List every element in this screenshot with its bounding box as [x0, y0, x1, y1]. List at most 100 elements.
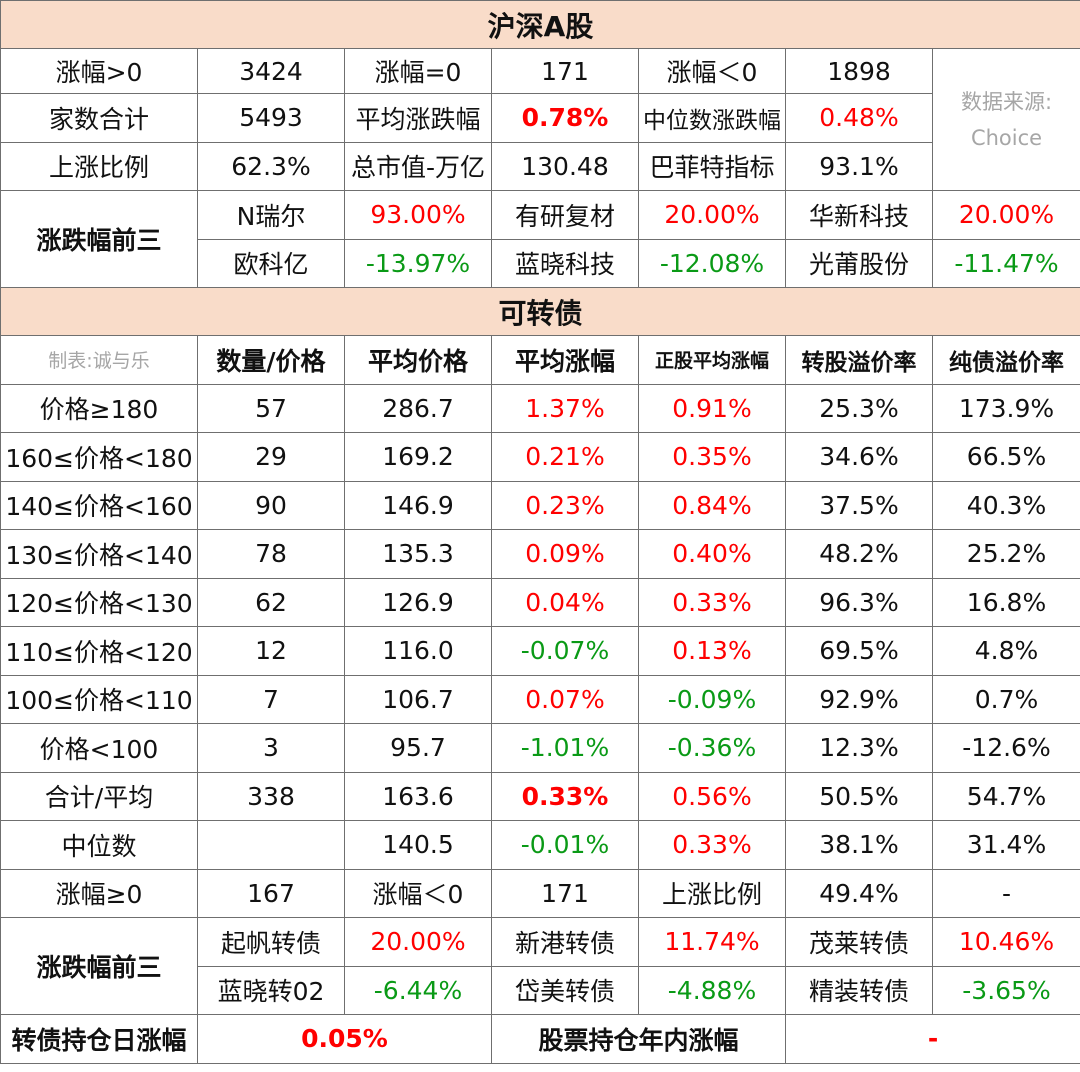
cb-up-ratio-label: 上涨比例: [638, 868, 786, 918]
stock-avg-change: 0.33%: [638, 820, 786, 870]
gainer-change: 20.00%: [638, 190, 786, 240]
cb-top-gainers-row: 涨跌幅前三 起帆转债 20.00% 新港转债 11.74% 茂莱转债 10.46…: [0, 917, 1080, 1015]
cb-gainer-change: 20.00%: [344, 917, 492, 967]
cb-bucket-row: 价格≥180 57 286.7 1.37% 0.91% 25.3% 173.9%: [0, 383, 1080, 433]
loser-name: 欧科亿: [197, 238, 345, 288]
column-header: 正股平均涨幅: [638, 335, 786, 385]
gainer-change: 20.00%: [931, 190, 1080, 240]
bond-premium: 4.8%: [931, 626, 1080, 676]
avg-change: -1.01%: [491, 723, 639, 773]
avg-change: 1.37%: [491, 383, 639, 433]
avg-change-label: 平均涨跌幅: [344, 93, 492, 143]
cb-up-ratio-value: 49.4%: [785, 868, 933, 918]
column-header: 数量/价格: [197, 335, 345, 385]
cb-loser-change: -4.88%: [638, 965, 786, 1015]
cb-breadth-row: 涨幅≥0 167 涨幅＜0 171 上涨比例 49.4% -: [0, 868, 1080, 918]
avg-price: 140.5: [344, 820, 492, 870]
cb-down-value: 171: [491, 868, 639, 918]
cb-bucket-row: 中位数 140.5 -0.01% 0.33% 38.1% 31.4%: [0, 820, 1080, 870]
price-bucket-label: 110≤价格<120: [0, 626, 198, 676]
buffett-indicator-label: 巴菲特指标: [638, 141, 786, 191]
conversion-premium: 38.1%: [785, 820, 933, 870]
price-bucket-label: 100≤价格<110: [0, 674, 198, 724]
cb-bucket-row: 130≤价格<140 78 135.3 0.09% 0.40% 48.2% 25.2%: [0, 529, 1080, 579]
cb-gainer-name: 新港转债: [491, 917, 639, 967]
avg-price: 116.0: [344, 626, 492, 676]
data-source-label: 数据来源:: [960, 89, 1053, 114]
down-count-label: 涨幅＜0: [638, 48, 786, 94]
median-change-value: 0.48%: [785, 93, 933, 143]
cb-gainer-name: 茂莱转债: [785, 917, 933, 967]
price-bucket-label: 130≤价格<140: [0, 529, 198, 579]
avg-change: -0.01%: [491, 820, 639, 870]
stock-avg-change: -0.09%: [638, 674, 786, 724]
stock-avg-change: 0.40%: [638, 529, 786, 579]
cb-gainer-change: 11.74%: [638, 917, 786, 967]
cb-up-value: 167: [197, 868, 345, 918]
bond-count: 29: [197, 432, 345, 482]
price-bucket-label: 价格≥180: [0, 383, 198, 433]
down-count-value: 1898: [785, 48, 933, 94]
flat-count-value: 171: [491, 48, 639, 94]
price-bucket-label: 价格<100: [0, 723, 198, 773]
conversion-premium: 34.6%: [785, 432, 933, 482]
up-ratio-value: 62.3%: [197, 141, 345, 191]
conversion-premium: 50.5%: [785, 771, 933, 821]
bond-premium: 0.7%: [931, 674, 1080, 724]
price-bucket-label: 120≤价格<130: [0, 577, 198, 627]
avg-change-value: 0.78%: [491, 93, 639, 143]
avg-price: 106.7: [344, 674, 492, 724]
cb-gainer-name: 起帆转债: [197, 917, 345, 967]
up-count-value: 3424: [197, 48, 345, 94]
bond-count: 90: [197, 480, 345, 530]
avg-change: -0.07%: [491, 626, 639, 676]
cb-holding-label: 转债持仓日涨幅: [0, 1014, 198, 1064]
price-bucket-label: 中位数: [0, 820, 198, 870]
cb-loser-change: -3.65%: [931, 965, 1080, 1015]
cb-holding-value: 0.05%: [197, 1014, 492, 1064]
stock-holding-label: 股票持仓年内涨幅: [491, 1014, 786, 1064]
a-share-title: 沪深A股: [0, 0, 1080, 49]
cb-bucket-row: 120≤价格<130 62 126.9 0.04% 0.33% 96.3% 16.8%: [0, 577, 1080, 627]
gainer-name: 有研复材: [491, 190, 639, 240]
bond-count: 78: [197, 529, 345, 579]
bond-premium: 173.9%: [931, 383, 1080, 433]
avg-change: 0.21%: [491, 432, 639, 482]
price-bucket-label: 140≤价格<160: [0, 480, 198, 530]
cb-loser-name: 蓝晓转02: [197, 965, 345, 1015]
holding-summary-row: 转债持仓日涨幅 0.05% 股票持仓年内涨幅 -: [0, 1014, 1080, 1064]
stock-avg-change: -0.36%: [638, 723, 786, 773]
cb-loser-name: 精装转债: [785, 965, 933, 1015]
bond-premium: 25.2%: [931, 529, 1080, 579]
cb-breadth-empty: -: [931, 868, 1080, 918]
column-header: 纯债溢价率: [931, 335, 1080, 385]
avg-change: 0.23%: [491, 480, 639, 530]
data-source-note: 数据来源: Choice: [931, 48, 1080, 191]
conversion-premium: 48.2%: [785, 529, 933, 579]
loser-change: -11.47%: [931, 238, 1080, 288]
avg-change: 0.07%: [491, 674, 639, 724]
conversion-premium: 25.3%: [785, 383, 933, 433]
price-bucket-label: 合计/平均: [0, 771, 198, 821]
avg-price: 95.7: [344, 723, 492, 773]
conversion-premium: 37.5%: [785, 480, 933, 530]
up-ratio-label: 上涨比例: [0, 141, 198, 191]
up-count-label: 涨幅>0: [0, 48, 198, 94]
column-header: 平均价格: [344, 335, 492, 385]
gainer-name: 华新科技: [785, 190, 933, 240]
stock-avg-change: 0.13%: [638, 626, 786, 676]
market-cap-label: 总市值-万亿: [344, 141, 492, 191]
cb-bucket-row: 140≤价格<160 90 146.9 0.23% 0.84% 37.5% 40.3%: [0, 480, 1080, 530]
cb-top3-label: 涨跌幅前三: [0, 917, 198, 1015]
cb-price-bucket-rows: 价格≥180 57 286.7 1.37% 0.91% 25.3% 173.9% 160≤价格…: [0, 383, 1080, 870]
avg-price: 163.6: [344, 771, 492, 821]
avg-price: 135.3: [344, 529, 492, 579]
stock-holding-value: -: [784, 1014, 1080, 1064]
stock-avg-change: 0.84%: [638, 480, 786, 530]
stock-avg-change: 0.35%: [638, 432, 786, 482]
bond-count: 3: [197, 723, 345, 773]
a-share-title-row: 沪深A股: [0, 0, 1080, 49]
loser-name: 光莆股份: [785, 238, 933, 288]
conversion-premium: 96.3%: [785, 577, 933, 627]
